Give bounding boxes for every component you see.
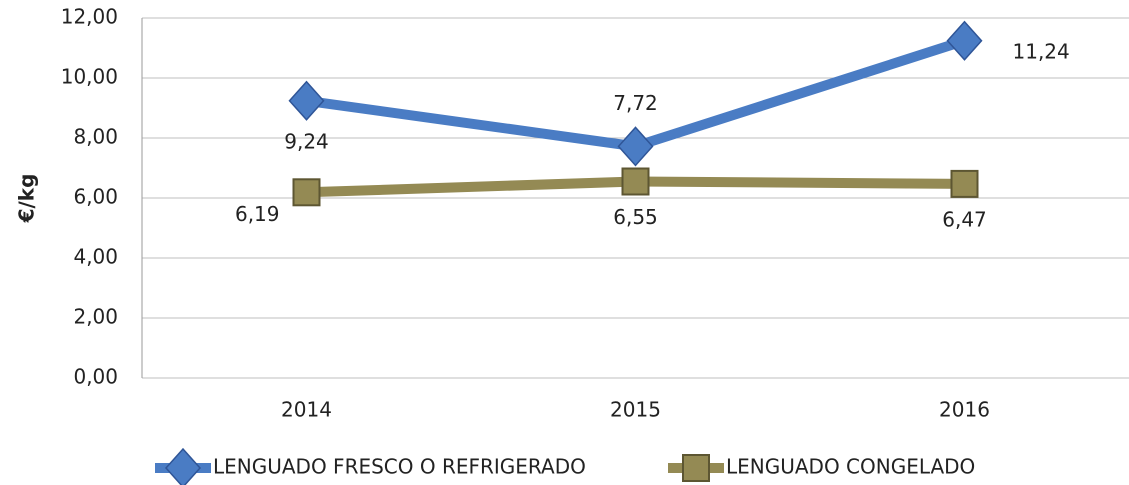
y-tick-label: 8,00 (73, 125, 118, 149)
data-label: 6,47 (942, 207, 987, 231)
marker (950, 169, 979, 198)
y-tick-label: 4,00 (73, 245, 118, 269)
y-tick-label: 10,00 (61, 65, 118, 89)
data-label: 9,24 (284, 129, 329, 153)
legend-label: LENGUADO FRESCO O REFRIGERADO (213, 455, 586, 479)
y-axis-title: €/kg (15, 174, 39, 224)
legend-label: LENGUADO CONGELADO (726, 455, 975, 479)
marker (164, 447, 202, 485)
data-label: 6,19 (235, 202, 280, 226)
marker (682, 454, 710, 482)
marker (621, 167, 650, 196)
marker (288, 80, 325, 121)
marker (946, 20, 983, 61)
marker (292, 178, 321, 207)
marker (617, 126, 654, 167)
x-tick-label: 2015 (610, 398, 661, 422)
y-tick-label: 2,00 (73, 305, 118, 329)
data-label: 7,72 (613, 91, 658, 115)
y-tick-label: 0,00 (73, 365, 118, 389)
y-tick-label: 12,00 (61, 5, 118, 29)
data-label: 6,55 (613, 205, 658, 229)
y-tick-label: 6,00 (73, 185, 118, 209)
data-label: 11,24 (1013, 39, 1070, 63)
x-tick-label: 2016 (939, 398, 990, 422)
x-tick-label: 2014 (281, 398, 332, 422)
